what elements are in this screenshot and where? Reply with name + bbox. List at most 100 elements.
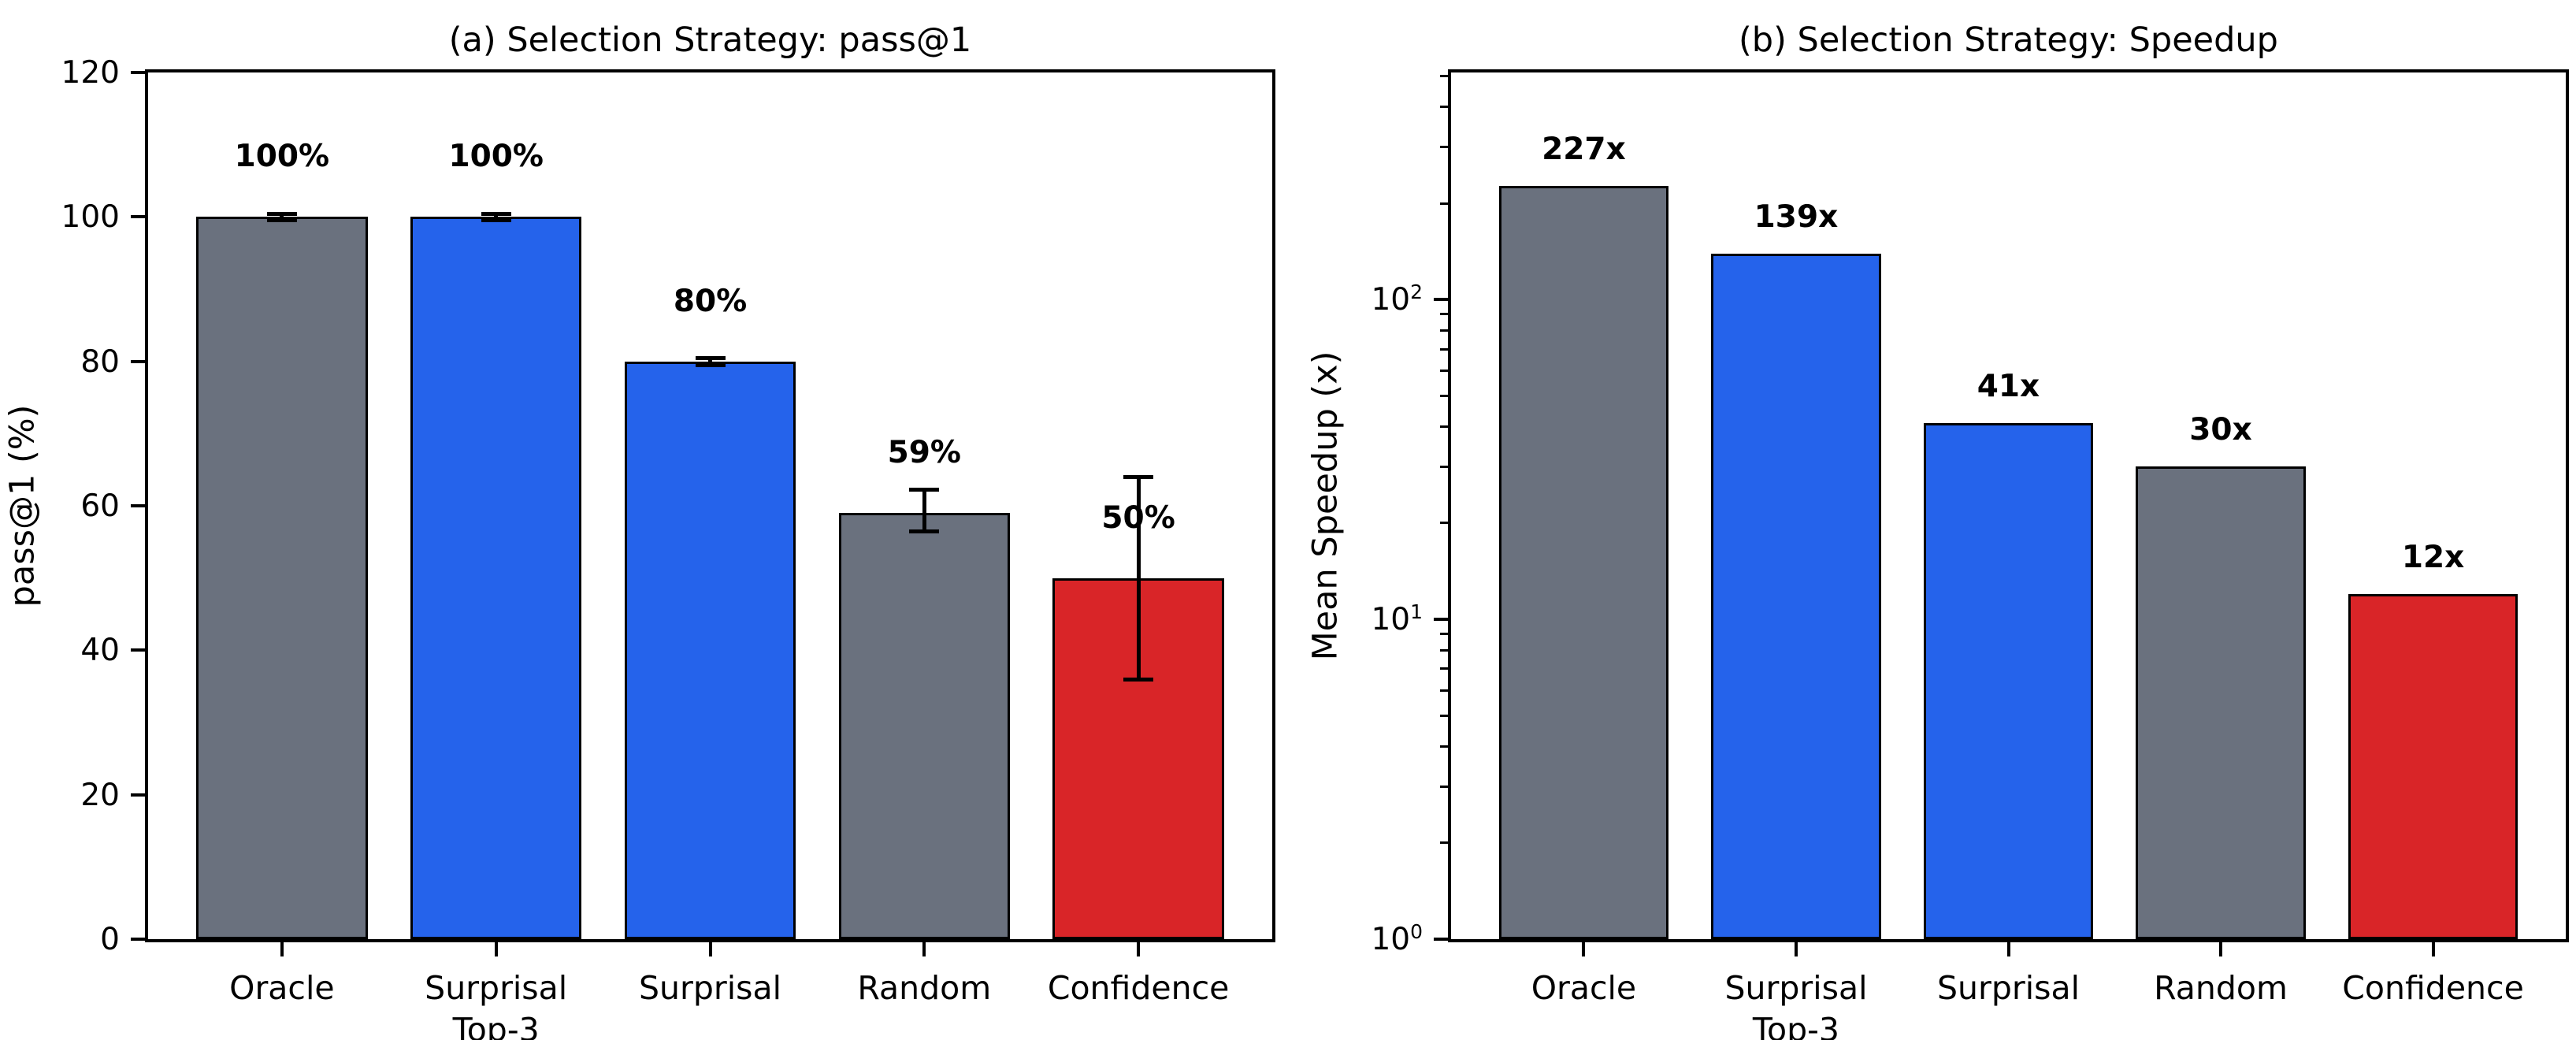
bar-oracle bbox=[196, 217, 368, 939]
bar-oracle bbox=[1498, 185, 1669, 939]
y-axis-tick-label: 60 bbox=[80, 488, 120, 524]
error-bar-cap-bottom bbox=[266, 217, 297, 222]
y-axis-tick-label: 20 bbox=[80, 777, 120, 813]
y-axis-minor-tick bbox=[1440, 633, 1448, 636]
y-axis-major-tick bbox=[131, 938, 145, 941]
y-axis-minor-tick bbox=[1440, 202, 1448, 205]
error-bar-line bbox=[494, 214, 499, 220]
y-axis-minor-tick bbox=[1440, 369, 1448, 372]
error-bar-cap-top bbox=[266, 212, 297, 217]
bar-surprisal-top-3 bbox=[410, 217, 582, 939]
y-axis-minor-tick bbox=[1440, 146, 1448, 149]
y-axis-major-tick bbox=[1434, 618, 1448, 622]
y-axis-minor-tick bbox=[1440, 689, 1448, 692]
y-axis-tick-label: 101 bbox=[1371, 600, 1423, 638]
x-axis-tick-label: Oracle bbox=[1531, 969, 1637, 1007]
error-bar-cap-top bbox=[1123, 474, 1154, 479]
error-bar-cap-bottom bbox=[481, 217, 511, 222]
error-bar-line bbox=[1136, 477, 1141, 679]
y-axis-major-tick bbox=[131, 504, 145, 507]
y-axis-label-wrap-b: Mean Speedup (x) bbox=[1300, 72, 1350, 939]
y-axis-major-tick bbox=[131, 215, 145, 219]
error-bar-line bbox=[922, 489, 926, 532]
x-axis-tick-label: Confidence bbox=[1047, 969, 1230, 1007]
bar-surprisal-top-3 bbox=[1711, 254, 1881, 939]
bar-value-label: 100% bbox=[234, 139, 330, 175]
y-axis-minor-tick bbox=[1440, 106, 1448, 109]
error-bar-cap-top bbox=[909, 488, 940, 492]
bar-value-label: 30x bbox=[2189, 412, 2252, 448]
x-axis-tick-label: Surprisal Top-3 bbox=[425, 969, 568, 1040]
bar-value-label: 59% bbox=[887, 435, 961, 471]
y-axis-major-tick bbox=[131, 359, 145, 363]
bar-value-label: 80% bbox=[673, 283, 748, 319]
x-axis-tick bbox=[2006, 942, 2010, 956]
y-axis-minor-tick bbox=[1440, 667, 1448, 670]
chart-title-b: (b) Selection Strategy: Speedup bbox=[1739, 20, 2278, 60]
bar-surprisal bbox=[624, 361, 796, 939]
bar-random bbox=[838, 513, 1011, 939]
x-axis-tick bbox=[280, 942, 284, 956]
x-axis-tick bbox=[494, 942, 498, 956]
y-axis-major-tick bbox=[131, 71, 145, 74]
x-axis-tick-label: Random bbox=[857, 969, 992, 1007]
y-axis-minor-tick bbox=[1440, 745, 1448, 748]
x-axis-tick bbox=[922, 942, 926, 956]
x-axis-tick bbox=[708, 942, 712, 956]
bar-value-label: 100% bbox=[448, 139, 544, 175]
x-axis-tick-label: Surprisal bbox=[1936, 969, 2080, 1007]
error-bar-line bbox=[708, 358, 712, 366]
y-axis-tick-label: 40 bbox=[80, 633, 120, 669]
x-axis-tick bbox=[1794, 942, 1798, 956]
plot-area-pass-at-1: (a) Selection Strategy: pass@1 pass@1 (%… bbox=[2, 20, 1275, 1040]
bar-value-label: 227x bbox=[1542, 131, 1626, 167]
bar-value-label: 12x bbox=[2401, 539, 2465, 575]
y-axis-minor-tick bbox=[1440, 522, 1448, 525]
x-axis-tick bbox=[2431, 942, 2435, 956]
y-axis-tick-label: 120 bbox=[61, 55, 120, 91]
y-axis-minor-tick bbox=[1440, 394, 1448, 397]
y-axis-major-tick bbox=[131, 793, 145, 797]
y-axis-tick-label: 80 bbox=[80, 344, 120, 380]
bar-random bbox=[2136, 466, 2306, 939]
chart-title-a: (a) Selection Strategy: pass@1 bbox=[448, 20, 972, 60]
error-bar-cap-bottom bbox=[1123, 677, 1154, 682]
y-axis-tick-label: 100 bbox=[61, 199, 120, 236]
y-axis-minor-tick bbox=[1440, 75, 1448, 78]
bar-surprisal bbox=[1923, 423, 2094, 939]
bar-value-label: 50% bbox=[1101, 500, 1175, 536]
x-axis-tick-label: Oracle bbox=[229, 969, 335, 1007]
error-bar-line bbox=[280, 214, 284, 220]
y-axis-minor-tick bbox=[1440, 648, 1448, 652]
y-axis-major-tick bbox=[131, 648, 145, 652]
error-bar-cap-bottom bbox=[909, 529, 940, 533]
plot-area-speedup: (b) Selection Strategy: Speedup Mean Spe… bbox=[1305, 20, 2569, 1040]
bar-value-label: 139x bbox=[1754, 199, 1839, 236]
y-axis-minor-tick bbox=[1440, 347, 1448, 351]
y-axis-major-tick bbox=[1434, 298, 1448, 302]
y-axis-minor-tick bbox=[1440, 785, 1448, 788]
x-axis-tick-label: Random bbox=[2154, 969, 2288, 1007]
x-axis-tick bbox=[2219, 942, 2223, 956]
error-bar-cap-top bbox=[695, 355, 726, 360]
bar-confidence bbox=[2348, 593, 2518, 939]
y-axis-tick-label: 100 bbox=[1371, 920, 1423, 957]
y-axis-tick-label: 102 bbox=[1371, 280, 1423, 318]
y-axis-minor-tick bbox=[1440, 465, 1448, 468]
y-axis-minor-tick bbox=[1440, 313, 1448, 316]
y-axis-minor-tick bbox=[1440, 329, 1448, 332]
error-bar-cap-bottom bbox=[695, 362, 726, 367]
y-axis-minor-tick bbox=[1440, 425, 1448, 429]
x-axis-tick-label: Confidence bbox=[2342, 969, 2524, 1007]
y-axis-tick-label: 0 bbox=[100, 922, 120, 957]
error-bar-cap-top bbox=[481, 212, 511, 217]
y-axis-minor-tick bbox=[1440, 841, 1448, 845]
bar-value-label: 41x bbox=[1977, 369, 2040, 405]
x-axis-tick-label: Surprisal Top-3 bbox=[1724, 969, 1868, 1040]
y-axis-major-tick bbox=[1434, 938, 1448, 941]
x-axis-tick-label: Surprisal bbox=[638, 969, 782, 1007]
x-axis-tick bbox=[1582, 942, 1586, 956]
x-axis-tick bbox=[1137, 942, 1141, 956]
y-axis-minor-tick bbox=[1440, 714, 1448, 717]
